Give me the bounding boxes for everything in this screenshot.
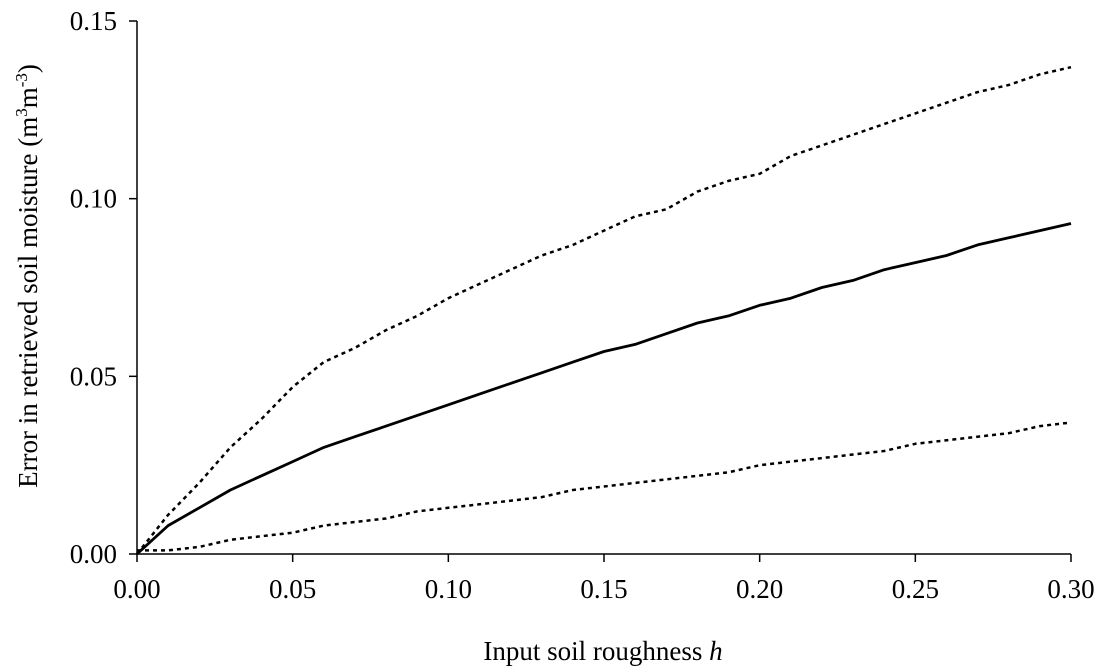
x-tick-label: 0.20 — [736, 574, 783, 604]
x-tick-label: 0.15 — [580, 574, 627, 604]
series-layer — [136, 65, 1072, 556]
x-axis-title-text: Input soil roughness — [483, 636, 702, 666]
series-line-2 — [137, 421, 1072, 552]
x-axis-title: Input soil roughness h — [483, 636, 722, 666]
y-tick-label: 0.05 — [70, 361, 117, 391]
y-tick-label: 0.15 — [70, 6, 117, 36]
series-line-1 — [136, 65, 1072, 555]
y-tick-label: 0.10 — [70, 184, 117, 214]
y-axis-title-sup1: 3 — [12, 108, 31, 117]
y-axis-title-middle: m — [13, 87, 43, 108]
x-tick-label: 0.00 — [113, 574, 160, 604]
y-axis-title: Error in retrieved soil moisture (m3m-3) — [12, 64, 43, 488]
x-tick-label: 0.25 — [892, 574, 939, 604]
series-line-0 — [136, 222, 1072, 556]
x-axis-title-variable: h — [709, 636, 723, 666]
y-axis-title-suffix: ) — [13, 64, 43, 73]
y-axis-title-sup2: -3 — [12, 73, 31, 87]
x-tick-label: 0.05 — [269, 574, 316, 604]
tick-layer: 0.00 0.05 0.10 0.15 0.20 0.25 0.30 0.00 0.05 0.10… — [70, 6, 1095, 604]
x-tick-label: 0.10 — [425, 574, 472, 604]
axes-layer — [136, 21, 1071, 555]
x-tick-label: 0.30 — [1047, 574, 1094, 604]
y-axis-title-prefix: Error in retrieved soil moisture (m — [13, 117, 43, 488]
y-tick-label: 0.00 — [70, 539, 117, 569]
